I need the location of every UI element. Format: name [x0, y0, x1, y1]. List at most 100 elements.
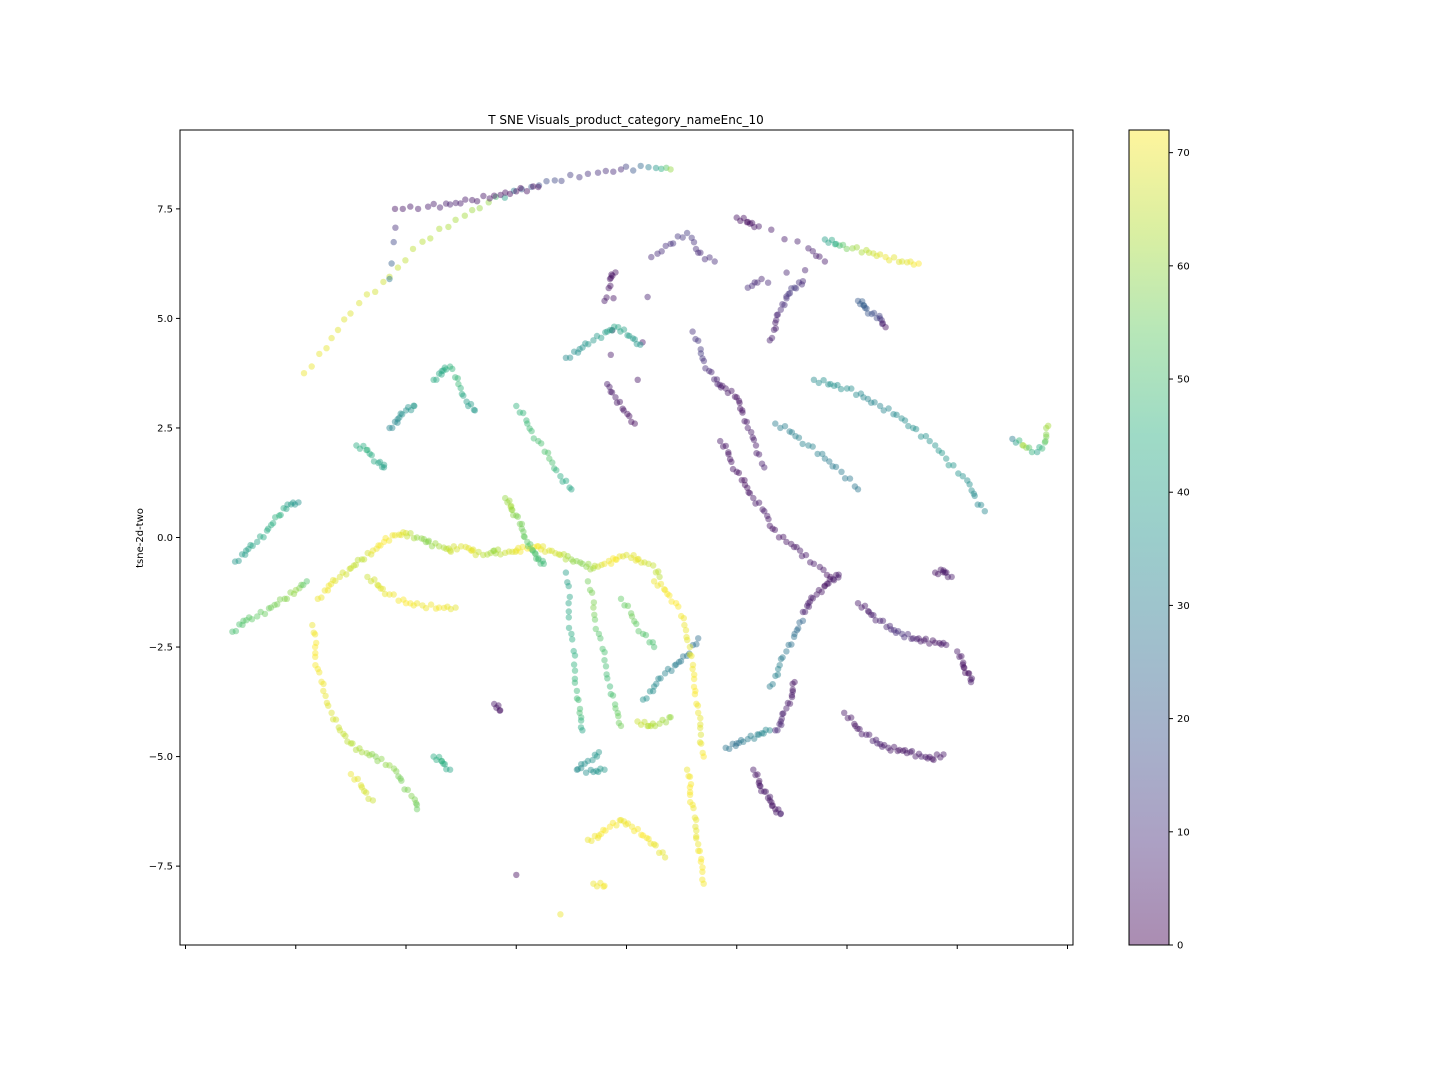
scatter-point: [544, 449, 552, 456]
scatter-point: [689, 328, 696, 335]
scatter-point: [744, 284, 751, 291]
scatter-point: [492, 193, 499, 200]
scatter-point: [433, 756, 440, 763]
scatter-point: [706, 367, 713, 375]
scatter-point: [750, 436, 758, 443]
scatter-point: [773, 809, 780, 816]
scatter-point: [691, 691, 699, 698]
scatter-point: [386, 591, 393, 598]
scatter-point: [570, 558, 577, 565]
scatter-point: [341, 316, 348, 323]
scatter-point: [347, 770, 355, 778]
scatter-point: [1034, 448, 1041, 456]
scatter-point: [961, 664, 968, 671]
scatter-point: [435, 543, 443, 550]
scatter-point: [667, 166, 674, 173]
scatter-point: [582, 769, 590, 776]
scatter-point: [631, 618, 638, 625]
scatter-point: [744, 484, 751, 491]
scatter-point: [595, 768, 602, 776]
scatter-point: [809, 248, 816, 255]
scatter-point: [722, 442, 729, 450]
scatter-point: [308, 363, 315, 370]
scatter-point: [433, 376, 440, 383]
scatter-point: [711, 376, 718, 383]
scatter-point: [777, 810, 784, 817]
scatter-point: [480, 551, 487, 559]
scatter-point: [327, 580, 335, 588]
scatter-point: [886, 622, 894, 630]
scatter-point: [386, 275, 393, 283]
scatter-point: [764, 512, 771, 520]
scatter-point: [566, 593, 573, 601]
scatter-point: [685, 773, 692, 780]
scatter-point: [772, 319, 779, 326]
scatter-point: [616, 553, 623, 560]
scatter-point: [832, 240, 840, 248]
scatter-point: [649, 720, 657, 727]
scatter-point: [755, 223, 762, 230]
scatter-point: [558, 177, 565, 185]
scatter-point: [768, 799, 775, 806]
scatter-point: [940, 639, 947, 647]
scatter-point: [839, 241, 847, 249]
scatter-point: [662, 242, 669, 250]
scatter-point: [950, 462, 957, 469]
scatter-point: [970, 490, 977, 497]
scatter-point: [937, 754, 944, 761]
scatter-point: [440, 544, 447, 551]
scatter-point: [814, 450, 821, 458]
scatter-point: [402, 600, 410, 607]
scatter-point: [1028, 448, 1036, 456]
scatter-point: [716, 381, 723, 388]
scatter-point: [879, 617, 887, 624]
scatter-point: [594, 834, 602, 842]
scatter-point: [637, 341, 644, 348]
scatter-point: [666, 714, 673, 721]
scatter-point: [624, 410, 631, 418]
scatter-point: [697, 731, 705, 738]
scatter-point: [633, 620, 640, 628]
scatter-point: [652, 569, 660, 576]
scatter-point: [894, 747, 901, 755]
scatter-point: [312, 649, 319, 657]
scatter-point: [921, 637, 928, 644]
scatter-point: [675, 603, 682, 610]
scatter-point: [643, 834, 650, 842]
scatter-point: [795, 434, 803, 441]
colorbar-tick-label: 70: [1177, 148, 1190, 159]
scatter-point: [778, 721, 785, 729]
scatter-point: [967, 676, 974, 683]
scatter-point: [438, 367, 445, 375]
scatter-point: [413, 534, 421, 541]
scatter-point: [363, 446, 370, 454]
scatter-point: [391, 532, 399, 539]
scatter-point: [247, 541, 254, 549]
scatter-point: [962, 669, 969, 676]
scatter-point: [910, 261, 917, 268]
scatter-point: [735, 739, 743, 747]
scatter-point: [698, 855, 705, 863]
scatter-point: [424, 203, 432, 210]
scatter-point: [835, 574, 842, 581]
scatter-point: [697, 714, 704, 722]
scatter-point: [915, 635, 922, 642]
scatter-point: [854, 725, 861, 732]
scatter-point: [261, 610, 269, 618]
scatter-point: [805, 600, 812, 607]
scatter-point: [505, 548, 513, 555]
scatter-point: [336, 727, 344, 734]
scatter-point: [683, 652, 691, 659]
scatter-point: [922, 753, 929, 761]
scatter-point: [701, 256, 709, 263]
scatter-point: [524, 545, 531, 552]
scatter-point: [926, 437, 933, 445]
scatter-point: [679, 653, 687, 660]
scatter-point: [772, 672, 779, 680]
scatter-point: [535, 182, 543, 189]
scatter-point: [948, 573, 955, 581]
scatter-point: [602, 663, 610, 670]
scatter-point: [372, 288, 379, 295]
scatter-point: [696, 739, 704, 746]
scatter-point: [484, 551, 491, 558]
